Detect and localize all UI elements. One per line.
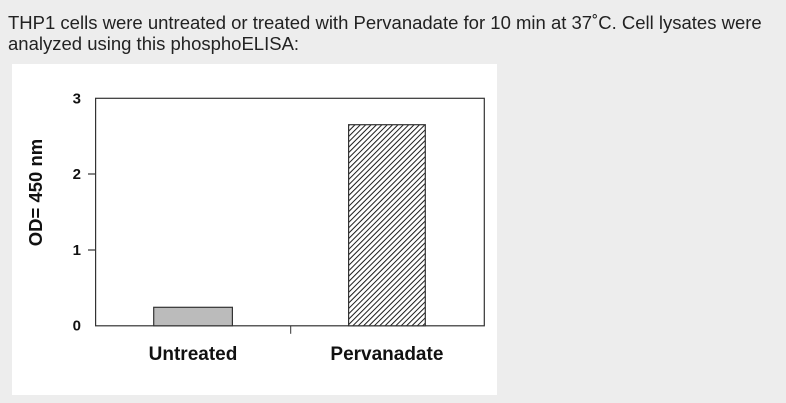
svg-text:3: 3 [73, 91, 81, 108]
svg-text:Pervanadate: Pervanadate [330, 344, 443, 365]
svg-text:1: 1 [73, 242, 81, 259]
svg-text:0: 0 [73, 318, 81, 335]
svg-text:2: 2 [73, 166, 81, 183]
svg-text:Untreated: Untreated [149, 344, 238, 365]
svg-text:OD= 450 nm: OD= 450 nm [25, 139, 46, 246]
